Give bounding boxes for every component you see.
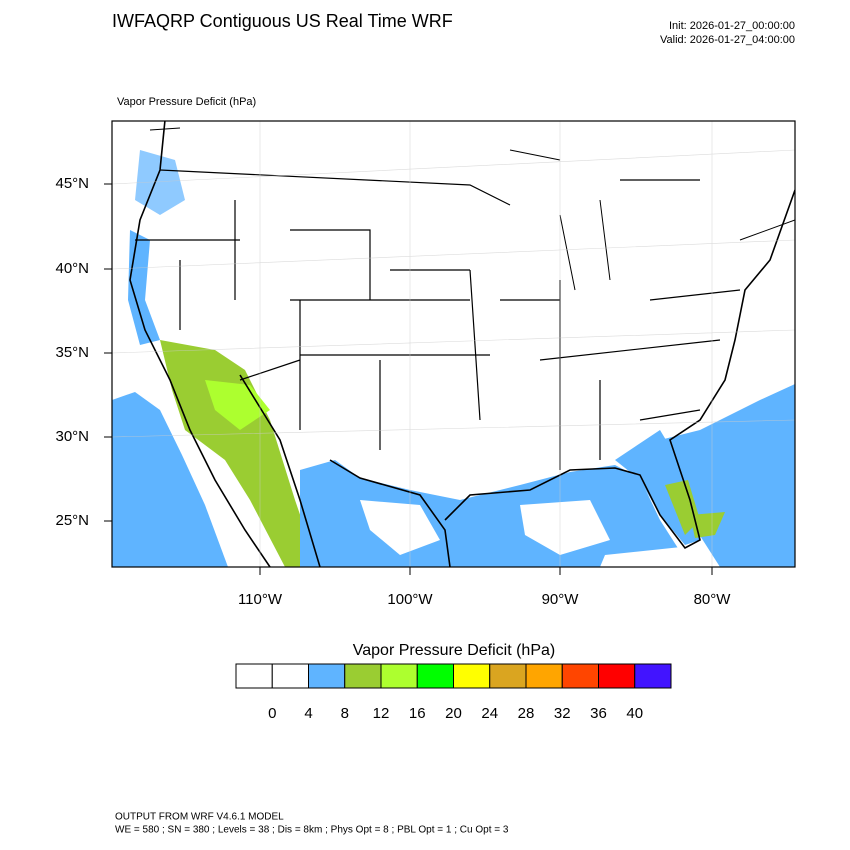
colorbar-box <box>235 663 273 689</box>
colorbar-box <box>525 663 563 689</box>
init-time: Init: 2026-01-27_00:00:00 <box>669 20 795 32</box>
colorbar-title: Vapor Pressure Deficit (hPa) <box>353 642 555 659</box>
colorbar-label: 24 <box>481 705 498 722</box>
colorbar-label: 8 <box>341 705 349 722</box>
colorbar-box <box>380 663 418 689</box>
colorbar-label: 36 <box>590 705 607 722</box>
lon-label: 100°W <box>387 591 433 608</box>
map-area <box>112 121 795 567</box>
colorbar-box <box>308 663 346 689</box>
lat-label: 40°N <box>55 260 89 277</box>
colorbar-box <box>416 663 454 689</box>
colorbar-box <box>344 663 382 689</box>
map-frame <box>111 120 796 568</box>
colorbar: 0 4 8 12 16 20 24 28 32 36 40 <box>235 663 672 722</box>
colorbar-box <box>634 663 672 689</box>
lat-label: 45°N <box>55 175 89 192</box>
valid-time: Valid: 2026-01-27_04:00:00 <box>660 34 795 46</box>
title: IWFAQRP Contiguous US Real Time WRF <box>112 11 453 31</box>
colorbar-label: 32 <box>554 705 571 722</box>
lat-label: 30°N <box>55 428 89 445</box>
colorbar-box <box>489 663 527 689</box>
colorbar-box <box>561 663 599 689</box>
footer-line: OUTPUT FROM WRF V4.6.1 MODEL <box>115 812 284 823</box>
lat-labels: 45°N 40°N 35°N 30°N 25°N <box>55 175 112 529</box>
colorbar-label: 20 <box>445 705 462 722</box>
colorbar-box <box>453 663 491 689</box>
colorbar-box <box>598 663 636 689</box>
lon-label: 90°W <box>542 591 580 608</box>
lat-label: 35°N <box>55 344 89 361</box>
colorbar-label: 40 <box>626 705 643 722</box>
lon-label: 80°W <box>694 591 732 608</box>
lon-labels: 110°W 100°W 90°W 80°W <box>238 567 731 608</box>
colorbar-box <box>271 663 309 689</box>
lat-label: 25°N <box>55 512 89 529</box>
colorbar-label: 16 <box>409 705 426 722</box>
lon-label: 110°W <box>238 591 283 608</box>
map-subtitle: Vapor Pressure Deficit (hPa) <box>117 96 256 108</box>
colorbar-label: 12 <box>373 705 390 722</box>
colorbar-label: 4 <box>304 705 312 722</box>
colorbar-label: 0 <box>268 705 276 722</box>
colorbar-label: 28 <box>518 705 535 722</box>
footer-line: WE = 580 ; SN = 380 ; Levels = 38 ; Dis … <box>115 825 509 836</box>
